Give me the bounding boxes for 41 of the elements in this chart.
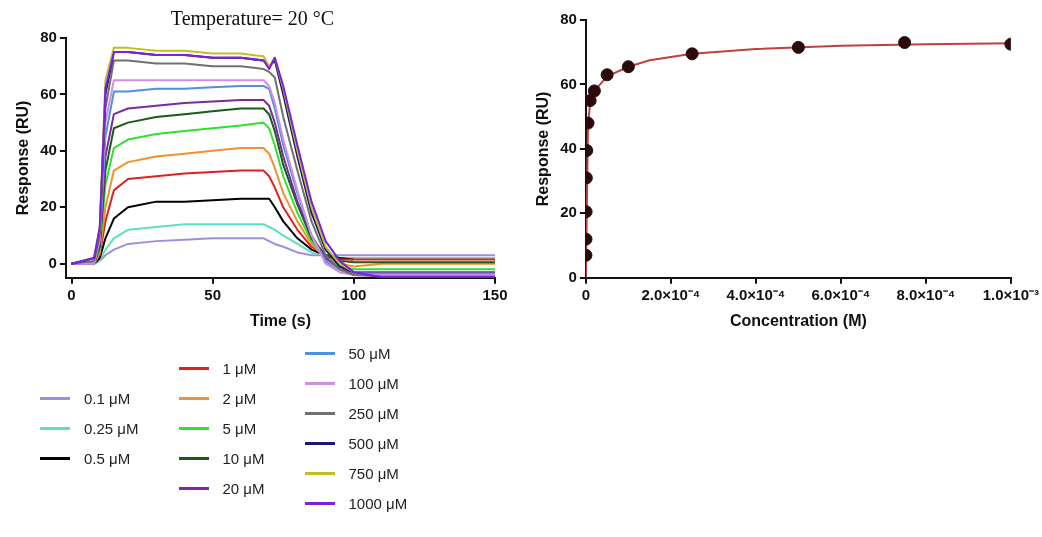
y-tick-label: 0 (568, 267, 577, 285)
x-tick-label: 0 (67, 285, 76, 303)
y-tick-label: 40 (560, 139, 577, 157)
point (585, 94, 597, 108)
legend-label: 1000 μM (348, 494, 408, 512)
x-axis-title: Concentration (M) (729, 311, 867, 329)
legend-label: 750 μM (348, 464, 399, 482)
x-tick-label: 50 (204, 285, 222, 303)
x-tick-label: 8.0×10⁻⁴ (896, 285, 956, 303)
legend-label: 0.25 μM (84, 419, 139, 437)
legend-label: 2 μM (222, 389, 257, 407)
y-axis-title: Response (RU) (534, 91, 552, 207)
y-tick-label: 20 (560, 203, 577, 221)
y-tick-label: 60 (560, 74, 577, 92)
x-tick-label: 1.0×10⁻³ (982, 285, 1039, 303)
legend-label: 1 μM (222, 359, 257, 377)
legend-label: 250 μM (348, 404, 399, 422)
y-tick-label: 20 (40, 197, 57, 215)
legend-label: 20 μM (222, 479, 265, 497)
y-tick-label: 40 (40, 140, 57, 158)
y-tick-label: 80 (40, 28, 57, 46)
legend-label: 10 μM (222, 449, 265, 467)
point (585, 116, 595, 130)
legend-label: 100 μM (348, 374, 399, 392)
x-tick-label: 2.0×10⁻⁴ (641, 285, 701, 303)
legend-label: 5 μM (222, 419, 257, 437)
x-tick-label: 0 (581, 285, 591, 303)
x-axis-title: Time (s) (249, 311, 311, 329)
legend-label: 0.5 μM (84, 449, 131, 467)
x-tick-label: 150 (482, 285, 508, 303)
y-tick-label: 80 (560, 10, 577, 28)
x-tick-label: 4.0×10⁻⁴ (726, 285, 786, 303)
x-tick-label: 6.0×10⁻⁴ (811, 285, 871, 303)
y-tick-label: 60 (40, 84, 57, 102)
chart-title: Temperature= 20 °C (170, 7, 335, 31)
y-axis-title: Response (RU) (14, 100, 32, 216)
y-tick-label: 0 (48, 253, 57, 271)
x-tick-label: 100 (341, 285, 367, 303)
legend-label: 0.1 μM (84, 389, 131, 407)
legend-label: 500 μM (348, 434, 399, 452)
legend-label: 50 μM (348, 344, 391, 362)
